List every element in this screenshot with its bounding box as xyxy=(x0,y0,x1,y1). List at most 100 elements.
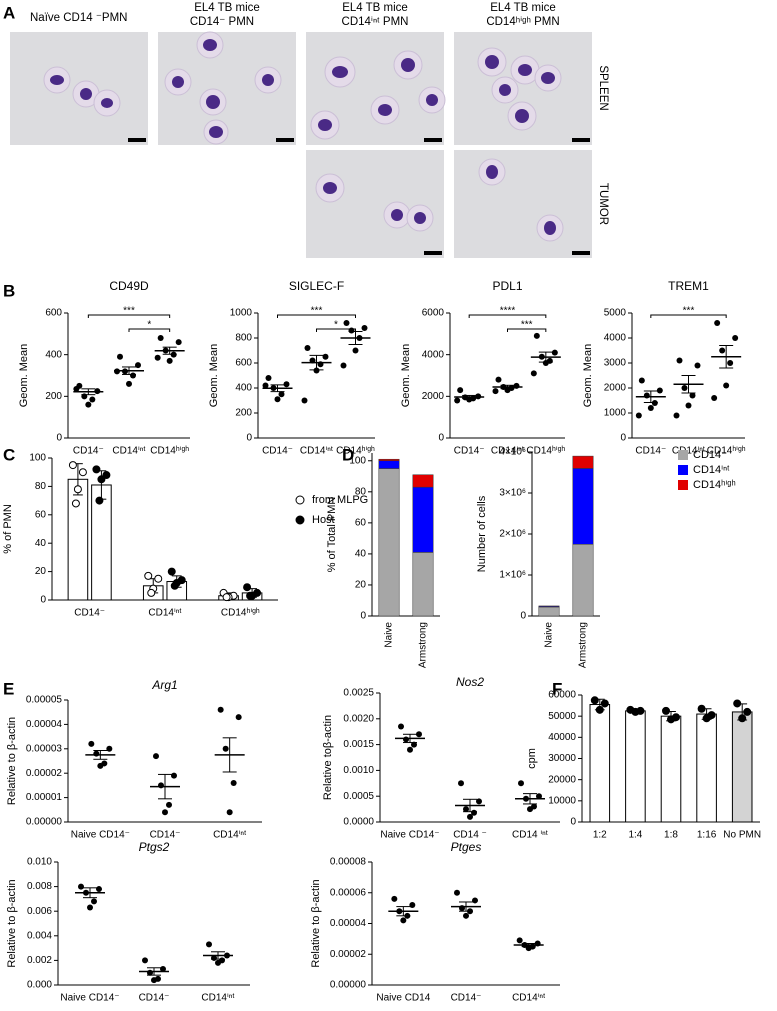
y-axis-label: Geom. Mean xyxy=(400,344,412,408)
bar-segment xyxy=(412,486,434,553)
data-point xyxy=(322,353,329,360)
y-tick-label: 0 xyxy=(520,611,526,622)
micrograph-caption: Naïve CD14 ⁻PMN xyxy=(30,12,127,24)
x-tick-label: CD14ʰⁱᵍʰ xyxy=(707,446,746,457)
data-point xyxy=(647,405,654,411)
y-tick-label: 60 xyxy=(355,517,367,528)
data-point xyxy=(416,731,422,738)
x-tick-label: CD14⁻ xyxy=(73,446,104,457)
data-point xyxy=(673,412,680,419)
x-tick-label: CD14ⁱⁿᵗ xyxy=(512,993,545,1004)
data-point xyxy=(97,762,104,769)
y-tick-label: 1000 xyxy=(604,408,627,419)
y-tick-label: 0 xyxy=(360,611,366,622)
data-point xyxy=(283,381,290,388)
data-point xyxy=(243,583,252,592)
data-point xyxy=(714,320,721,326)
y-tick-label: 6000 xyxy=(422,308,445,319)
data-point xyxy=(313,367,320,374)
y-tick-label: 20 xyxy=(355,580,367,591)
micrograph xyxy=(454,32,592,145)
y-tick-label: 10000 xyxy=(548,795,576,806)
data-point xyxy=(102,471,111,480)
row-label: SPLEEN xyxy=(597,65,609,110)
micrograph xyxy=(306,32,446,145)
x-tick-label: 1:8 xyxy=(664,830,678,841)
x-tick-label: CD14ⁱⁿᵗ xyxy=(148,608,181,619)
data-point xyxy=(454,397,461,404)
x-tick-label: CD14ʰⁱᵍʰ xyxy=(150,446,189,457)
y-tick-label: 400 xyxy=(235,383,252,394)
significance-bracket xyxy=(316,328,356,332)
x-tick-label: CD14ⁱⁿᵗ xyxy=(201,993,234,1004)
x-tick-label: CD14ʰⁱᵍʰ xyxy=(336,446,375,457)
micrograph-image xyxy=(306,150,444,258)
data-point xyxy=(142,957,148,964)
scale-bar xyxy=(276,138,294,142)
y-tick-label: 0.00005 xyxy=(26,695,63,706)
bar-segment xyxy=(572,544,594,617)
bar-segment xyxy=(538,606,560,617)
y-tick-label: 0.00003 xyxy=(26,743,63,754)
significance-bracket xyxy=(468,314,547,318)
data-point xyxy=(467,813,473,820)
bar xyxy=(731,711,753,823)
chart-title: Ptges xyxy=(451,840,482,854)
data-point xyxy=(246,591,255,600)
y-tick-label: 0.00008 xyxy=(330,857,367,868)
data-point xyxy=(78,883,84,890)
data-point xyxy=(265,375,272,381)
y-axis-label: Geom. Mean xyxy=(18,344,30,408)
y-tick-label: 50000 xyxy=(548,711,576,722)
bar-segment xyxy=(378,468,400,617)
significance-label: *** xyxy=(521,320,533,331)
bar-segment xyxy=(412,474,434,488)
data-point xyxy=(162,809,168,816)
y-tick-label: 0.00001 xyxy=(26,792,63,803)
y-tick-label: 2000 xyxy=(604,383,627,394)
micrograph-caption: EL4 TB mice xyxy=(490,2,556,14)
x-tick-label: Naive xyxy=(384,622,395,648)
x-tick-label: 1:16 xyxy=(697,830,717,841)
y-tick-label: 1×10⁶ xyxy=(499,570,526,581)
bar xyxy=(67,478,89,601)
data-point xyxy=(727,360,734,366)
data-point xyxy=(106,745,113,752)
data-point xyxy=(226,809,233,816)
bar-segment xyxy=(378,460,400,469)
data-point xyxy=(676,357,683,364)
data-point xyxy=(694,362,701,369)
micrograph xyxy=(158,31,296,145)
x-tick-label: CD14ⁱⁿᵗ xyxy=(112,446,145,457)
y-tick-label: 0.010 xyxy=(27,857,52,868)
y-tick-label: 40 xyxy=(35,538,47,549)
y-tick-label: 60 xyxy=(35,509,47,520)
data-point xyxy=(398,723,404,730)
y-tick-label: 0 xyxy=(570,817,576,828)
data-point xyxy=(97,475,106,484)
significance-label: * xyxy=(147,320,151,331)
data-point xyxy=(409,902,416,909)
significance-label: *** xyxy=(683,306,695,317)
legend-swatch xyxy=(678,465,688,475)
x-tick-label: CD14⁻ xyxy=(451,993,482,1004)
data-point xyxy=(89,396,96,403)
nucleus xyxy=(332,66,348,78)
data-point xyxy=(533,332,540,339)
x-tick-label: CD14⁻ xyxy=(262,446,293,457)
scale-bar xyxy=(424,138,442,142)
legend-swatch xyxy=(678,450,688,460)
y-tick-label: 0 xyxy=(40,595,46,606)
nucleus xyxy=(203,39,217,51)
data-point xyxy=(126,380,132,387)
data-point xyxy=(175,339,182,346)
data-point xyxy=(600,699,609,708)
y-tick-label: 0.0010 xyxy=(343,765,374,776)
data-point xyxy=(88,740,95,747)
y-tick-label: 0.0005 xyxy=(343,791,374,802)
data-point xyxy=(667,715,675,724)
bar-segment xyxy=(378,458,400,462)
data-point xyxy=(454,889,460,896)
panel-letter: A xyxy=(3,3,15,22)
x-tick-label: No PMN xyxy=(723,830,761,841)
